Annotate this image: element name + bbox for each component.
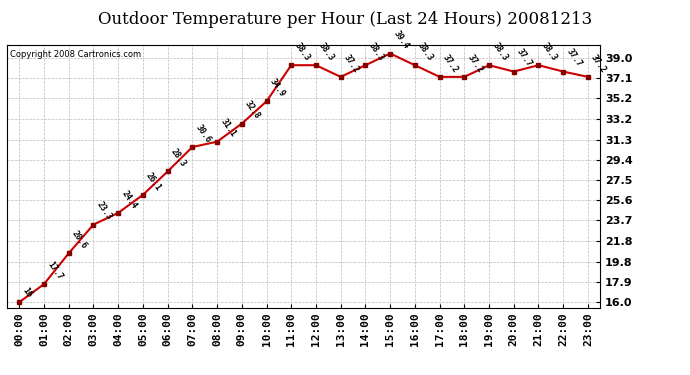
Text: 32.8: 32.8 <box>243 99 262 121</box>
Text: 34.9: 34.9 <box>268 77 287 99</box>
Text: 38.3: 38.3 <box>416 41 435 62</box>
Text: 37.7: 37.7 <box>564 47 584 69</box>
Text: 30.6: 30.6 <box>194 123 213 144</box>
Text: 39.4: 39.4 <box>391 29 411 51</box>
Text: 31.1: 31.1 <box>219 117 237 139</box>
Text: Copyright 2008 Cartronics.com: Copyright 2008 Cartronics.com <box>10 50 141 59</box>
Text: 37.2: 37.2 <box>441 53 460 74</box>
Text: 38.3: 38.3 <box>491 41 509 62</box>
Text: 38.3: 38.3 <box>540 41 559 62</box>
Text: 38.3: 38.3 <box>317 41 336 62</box>
Text: 37.2: 37.2 <box>589 53 608 74</box>
Text: 28.3: 28.3 <box>169 147 188 169</box>
Text: 24.4: 24.4 <box>119 189 139 210</box>
Text: 37.2: 37.2 <box>342 53 361 74</box>
Text: Outdoor Temperature per Hour (Last 24 Hours) 20081213: Outdoor Temperature per Hour (Last 24 Ho… <box>98 11 592 28</box>
Text: 38.3: 38.3 <box>367 41 386 62</box>
Text: 20.6: 20.6 <box>70 229 89 251</box>
Text: 37.7: 37.7 <box>515 47 534 69</box>
Text: 17.7: 17.7 <box>46 260 64 281</box>
Text: 37.2: 37.2 <box>466 53 484 74</box>
Text: 26.1: 26.1 <box>144 171 163 192</box>
Text: 16: 16 <box>21 286 34 299</box>
Text: 23.3: 23.3 <box>95 200 114 222</box>
Text: 38.3: 38.3 <box>293 41 311 62</box>
